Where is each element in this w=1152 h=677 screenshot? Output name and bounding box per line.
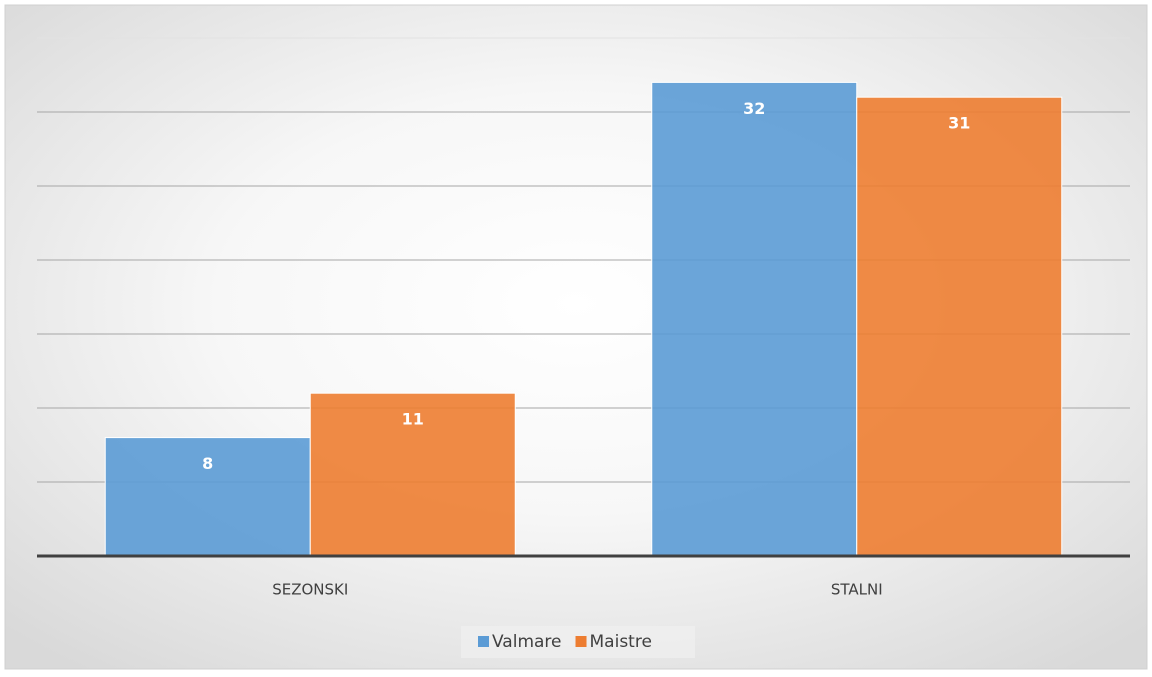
x-tick-label: STALNI xyxy=(831,581,883,599)
bar xyxy=(651,81,858,557)
data-label: 31 xyxy=(948,114,970,133)
data-label: 8 xyxy=(202,454,213,473)
data-label: 32 xyxy=(743,99,765,118)
legend-swatch xyxy=(575,636,587,647)
bar xyxy=(309,392,516,557)
legend-label: Maistre xyxy=(590,632,652,652)
legend-label: Valmare xyxy=(492,632,562,652)
data-label: 11 xyxy=(402,410,424,429)
legend-swatch xyxy=(478,636,489,647)
bar xyxy=(856,96,1063,557)
x-tick-label: SEZONSKI xyxy=(272,581,348,599)
bar xyxy=(104,437,311,557)
